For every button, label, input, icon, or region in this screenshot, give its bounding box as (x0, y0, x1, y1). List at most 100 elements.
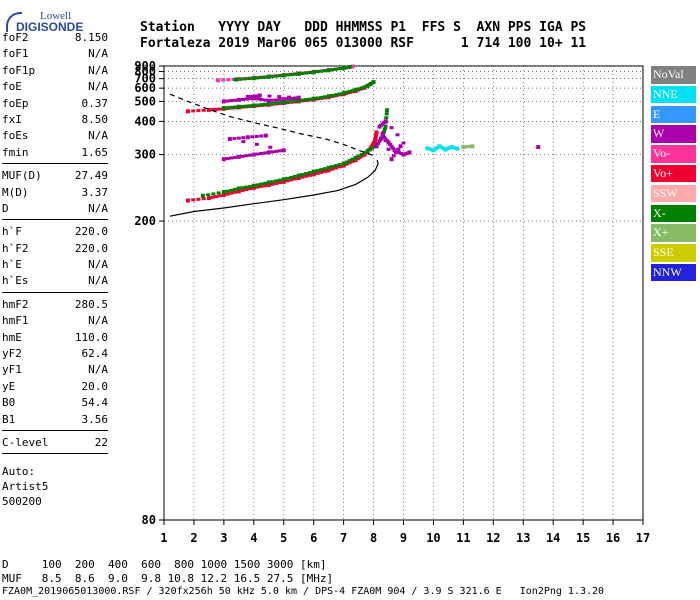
trace-point (231, 77, 236, 81)
x-tick-label: 15 (576, 531, 590, 545)
param-separator (2, 219, 108, 224)
x-tick-label: 2 (190, 531, 197, 545)
trace-point (281, 148, 286, 153)
trace-point (372, 145, 377, 149)
trace-point (185, 109, 190, 114)
trace-point (266, 101, 271, 106)
trace-point (315, 169, 320, 173)
trace-point (278, 97, 283, 101)
trace-point (347, 161, 352, 165)
param-label: foE (2, 80, 22, 94)
trace-point (330, 165, 335, 169)
trace-point (384, 116, 389, 120)
trace-point (263, 184, 268, 188)
trace-point (391, 146, 396, 150)
trace-point (396, 147, 401, 151)
trace-point (266, 183, 271, 188)
trace-point (468, 144, 473, 148)
muf-table-muf-row: MUF 8.5 8.6 9.0 9.8 10.8 12.2 16.5 27.5 … (2, 572, 334, 585)
trace-point (383, 139, 388, 143)
trace-point (229, 99, 234, 103)
trace-point (274, 101, 279, 105)
trace-point (398, 144, 403, 149)
trace-point (285, 179, 290, 183)
param-row: yE 20.0 (2, 379, 108, 395)
param-value: N/A (88, 80, 108, 94)
param-value: 110.0 (74, 330, 108, 344)
trace-point (370, 146, 375, 150)
param-value: 220.0 (74, 225, 108, 239)
param-row: yF1 N/A (2, 362, 108, 378)
param-label: foEs (2, 129, 29, 143)
trace-point (244, 97, 249, 101)
trace-point (281, 179, 286, 184)
trace-point (196, 197, 201, 201)
trace-point (356, 87, 361, 91)
trace-point (285, 100, 290, 104)
trace-point (221, 99, 226, 104)
trace-point (286, 95, 291, 99)
scaled-parameters-panel: foF2 8.150 foF1 N/A foF1p N/A foE N/A foEp 0.37 fx… (2, 30, 108, 509)
trace-point (236, 189, 241, 194)
trace-point (244, 185, 249, 189)
trace-point (255, 103, 260, 107)
trace-point (263, 75, 268, 79)
trace-point (225, 192, 230, 196)
trace-point (326, 168, 331, 173)
param-label: h`F (2, 225, 22, 239)
trace-point (326, 165, 331, 170)
trace-point (461, 145, 466, 150)
trace-point (304, 98, 309, 102)
trace-point (344, 90, 349, 94)
muf-table: D 100 200 400 600 800 1000 1500 3000 [km… (2, 558, 333, 586)
trace-point (347, 65, 352, 70)
trace-point (337, 92, 342, 96)
param-row: MUF(D) 27.49 (2, 168, 108, 184)
trace-point (330, 68, 335, 72)
x-tick-label: 7 (340, 531, 347, 545)
param-label: C-level (2, 435, 49, 449)
param-row: foEs N/A (2, 128, 108, 144)
y-tick-label: 200 (134, 214, 156, 228)
x-tick-label: 4 (250, 531, 257, 545)
trace-point (216, 191, 221, 195)
trace-point (236, 154, 241, 159)
muf-table-distance-row: D 100 200 400 600 800 1000 1500 3000 [km… (2, 558, 327, 571)
param-row: h`Es N/A (2, 273, 108, 289)
x-tick-label: 6 (310, 531, 317, 545)
trace-point (369, 144, 374, 148)
trace-point (270, 182, 275, 186)
param-label: D (2, 201, 9, 215)
legend-entry-sse: SSE (651, 244, 696, 262)
trace-point (385, 108, 390, 113)
trace-point (240, 104, 245, 108)
trace-point (296, 98, 301, 103)
x-tick-label: 17 (636, 531, 650, 545)
trace-point (259, 182, 264, 186)
trace-point (233, 77, 238, 82)
param-label: h`Es (2, 274, 29, 288)
trace-point (311, 96, 316, 101)
trace-point (266, 150, 271, 155)
trace-point (251, 185, 256, 190)
trace-point (206, 196, 211, 201)
trace-point (259, 97, 264, 101)
x-tick-label: 10 (426, 531, 440, 545)
trace-point (292, 177, 297, 181)
trace-point (353, 158, 358, 163)
trace-point (388, 142, 393, 146)
x-tick-label: 5 (280, 531, 287, 545)
legend-entry-noval: NoVal (651, 66, 696, 84)
trace-point (341, 163, 346, 168)
trace-point (386, 140, 391, 145)
trace-point (300, 71, 305, 75)
x-tick-label: 3 (220, 531, 227, 545)
trace-point (185, 198, 190, 203)
trace-point (270, 180, 275, 184)
polarization-legend: NoVal NNE E W Vo- Vo+ SSW X- X+ SSE NNW (651, 66, 696, 284)
trace-point (206, 107, 211, 112)
trace-point (347, 159, 352, 163)
trace-point (341, 161, 346, 166)
header-values: Fortaleza 2019 Mar06 065 013000 RSF 1 71… (140, 36, 587, 51)
trace-point (315, 96, 320, 100)
